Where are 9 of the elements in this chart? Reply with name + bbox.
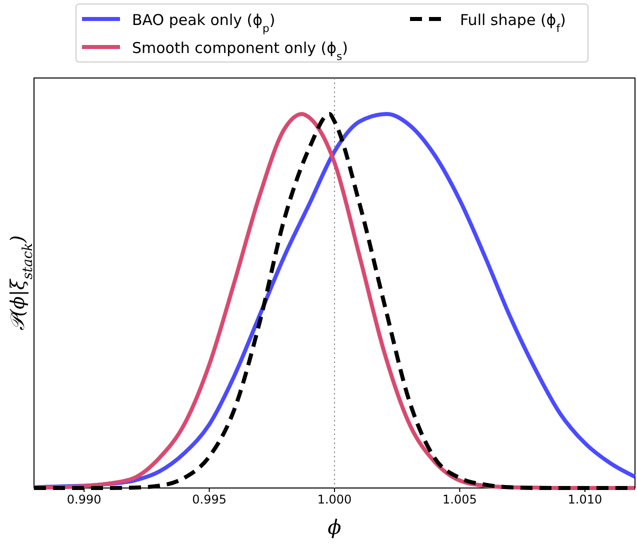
x-tick-label: 1.010 xyxy=(568,492,602,507)
x-tick-label: 1.000 xyxy=(317,492,352,507)
legend-label: Smooth component only (ϕ$_{s}$) xyxy=(132,39,348,62)
x-axis-title: ϕ xyxy=(328,515,342,539)
x-tick-label: 1.005 xyxy=(442,492,477,507)
x-tick-label: 0.990 xyxy=(66,492,102,507)
legend-label: Full shape (ϕ$_{f}$) xyxy=(460,11,566,34)
legend-label: BAO peak only (ϕ$_{p}$) xyxy=(132,11,276,34)
x-tick-label: 0.995 xyxy=(192,492,226,507)
